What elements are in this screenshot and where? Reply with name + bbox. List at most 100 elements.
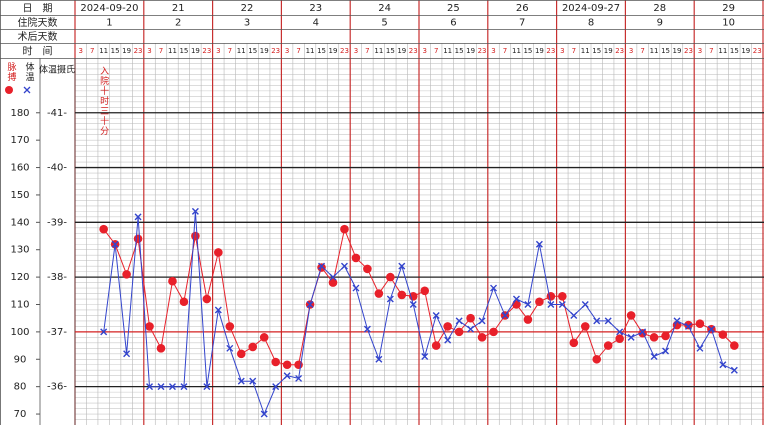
pulse-point bbox=[168, 276, 177, 286]
legend-temp bbox=[23, 86, 31, 94]
pulse-point bbox=[523, 315, 533, 324]
pulse-point bbox=[477, 333, 487, 342]
time-label: 7 bbox=[640, 47, 644, 55]
temp-point bbox=[363, 325, 371, 333]
time-label: 19 bbox=[741, 47, 750, 55]
temp-point bbox=[318, 262, 326, 270]
temp-point bbox=[386, 295, 394, 303]
temp-point bbox=[558, 300, 566, 308]
row-label: 时 间 bbox=[23, 45, 53, 58]
pulse-point bbox=[454, 327, 464, 337]
temp-point bbox=[283, 372, 291, 380]
temp-point bbox=[593, 317, 601, 325]
time-label: 3 bbox=[629, 47, 633, 55]
row-label: 日 期 bbox=[23, 3, 53, 15]
temp-point bbox=[696, 344, 704, 352]
temp-point bbox=[272, 383, 280, 391]
plot: 入院十时三十分 bbox=[98, 66, 739, 418]
pulse-point bbox=[202, 294, 212, 304]
time-label: 23 bbox=[753, 47, 762, 55]
pulse-point bbox=[122, 270, 131, 279]
y-tick-label: 180 bbox=[10, 108, 29, 119]
hospital-day: 6 bbox=[450, 18, 456, 29]
pulse-point bbox=[546, 291, 556, 301]
temp-point bbox=[524, 300, 532, 308]
time-label: 23 bbox=[684, 47, 693, 55]
temp-point bbox=[146, 383, 154, 391]
series-line bbox=[103, 211, 735, 416]
pulse-point bbox=[580, 322, 590, 331]
y-tick-label: 120 bbox=[10, 272, 29, 283]
hospital-day: 5 bbox=[381, 18, 387, 29]
time-label: 3 bbox=[78, 47, 82, 55]
time-label: 19 bbox=[673, 47, 682, 55]
y-tick-label: 160 bbox=[10, 163, 29, 174]
y-tick-label: 150 bbox=[10, 190, 29, 201]
y2-tick-label: -36- bbox=[47, 382, 67, 393]
temp-point bbox=[260, 410, 268, 418]
y2-tick-label: -41- bbox=[47, 108, 67, 119]
temp-point bbox=[134, 213, 142, 221]
time-label: 7 bbox=[228, 47, 232, 55]
y-tick-label: 80 bbox=[14, 382, 27, 393]
time-label: 7 bbox=[709, 47, 713, 55]
temp-point bbox=[639, 328, 647, 336]
pulse-point bbox=[282, 360, 292, 370]
pulse-point bbox=[133, 234, 143, 244]
time-label: 15 bbox=[592, 47, 601, 55]
time-label: 19 bbox=[260, 47, 269, 55]
temp-point bbox=[375, 355, 383, 363]
time-label: 11 bbox=[650, 47, 659, 55]
pulse-point bbox=[156, 344, 166, 353]
temp-point bbox=[180, 383, 188, 391]
date-label: 21 bbox=[172, 3, 185, 14]
temp-point bbox=[295, 374, 303, 382]
time-label: 11 bbox=[168, 47, 177, 55]
pulse-point bbox=[145, 322, 154, 331]
y-tick-label: 110 bbox=[10, 299, 29, 310]
time-label: 11 bbox=[306, 47, 315, 55]
temp-point bbox=[535, 240, 543, 248]
time-label: 3 bbox=[422, 47, 426, 55]
temp-point bbox=[467, 325, 475, 333]
pulse-point bbox=[351, 253, 361, 263]
temp-point bbox=[501, 311, 509, 319]
time-label: 7 bbox=[572, 47, 576, 55]
legend-pulse bbox=[5, 86, 13, 94]
hospital-day: 7 bbox=[519, 18, 525, 29]
date-label: 24 bbox=[378, 3, 391, 14]
time-label: 11 bbox=[237, 47, 246, 55]
pulse-point bbox=[684, 320, 693, 330]
annotation: 入院十时三十分 bbox=[98, 66, 109, 136]
temp-point bbox=[684, 322, 692, 330]
temp-point bbox=[490, 284, 498, 292]
time-label: 11 bbox=[581, 47, 590, 55]
temp-point bbox=[455, 317, 463, 325]
temp-point bbox=[168, 383, 176, 391]
temp-label: 体温 bbox=[24, 61, 35, 82]
date-label: 2024-09-27 bbox=[562, 3, 620, 14]
date-label: 29 bbox=[722, 3, 735, 14]
temp-point bbox=[478, 317, 486, 325]
pulse-point bbox=[179, 297, 189, 307]
time-label: 11 bbox=[443, 47, 452, 55]
pulse-point bbox=[626, 311, 636, 320]
time-label: 3 bbox=[491, 47, 495, 55]
pulse-point bbox=[99, 224, 108, 234]
temp-point bbox=[111, 240, 119, 248]
temp-point bbox=[627, 333, 635, 341]
y-tick-label: 100 bbox=[10, 327, 29, 338]
time-label: 19 bbox=[122, 47, 131, 55]
temp-point bbox=[157, 383, 165, 391]
temp-unit-label: 体温摄氏 bbox=[39, 64, 75, 76]
temp-point bbox=[398, 262, 406, 270]
temp-point bbox=[616, 328, 624, 336]
pulse-point bbox=[592, 354, 602, 364]
temp-point bbox=[421, 353, 429, 361]
pulse-point bbox=[191, 231, 200, 241]
pulse-point bbox=[615, 334, 624, 344]
pulse-point bbox=[236, 349, 246, 359]
y2-tick-label: -37- bbox=[47, 327, 67, 338]
time-label: 23 bbox=[340, 47, 349, 55]
